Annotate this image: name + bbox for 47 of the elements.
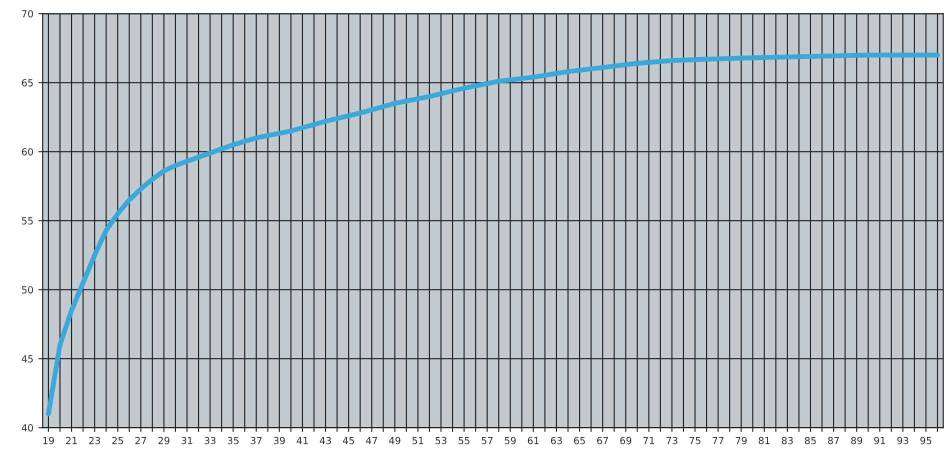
x-tick-label: 63 — [550, 436, 562, 444]
x-tick-label: 75 — [690, 437, 700, 444]
x-tick-label: 29 — [158, 436, 170, 444]
x-tick-label: 77 — [712, 437, 724, 444]
y-tick-label: 60 — [22, 148, 33, 156]
x-tick-label: 61 — [528, 436, 539, 444]
x-tick-label: 49 — [389, 436, 400, 444]
x-tick-label: 95 — [920, 436, 932, 444]
y-tick-label: 45 — [22, 355, 33, 363]
x-tick-label: 41 — [296, 437, 308, 444]
x-tick-label: 43 — [320, 436, 331, 444]
x-tick-label: 21 — [66, 436, 77, 444]
x-tick-label: 25 — [112, 436, 124, 444]
x-tick-label: 69 — [620, 436, 632, 444]
x-tick-label: 71 — [643, 437, 654, 444]
y-tick-label: 55 — [22, 217, 33, 225]
y-tick-label: 70 — [22, 10, 33, 18]
x-tick-label: 93 — [897, 436, 908, 444]
x-tick-label: 35 — [228, 436, 239, 444]
x-tick-label: 65 — [574, 436, 585, 444]
x-tick-label: 39 — [274, 436, 285, 444]
y-tick-label: 40 — [22, 424, 33, 432]
x-tick-label: 27 — [135, 436, 146, 444]
y-tick-label: 50 — [22, 286, 33, 294]
x-tick-label: 31 — [182, 436, 192, 444]
y-tick-label: 65 — [22, 79, 33, 86]
x-tick-label: 51 — [412, 437, 424, 444]
line-series — [46, 52, 940, 416]
x-tick-label: 81 — [758, 436, 770, 444]
x-tick-label: 37 — [250, 436, 262, 444]
x-tick-label: 53 — [436, 436, 446, 444]
x-tick-label: 73 — [666, 436, 678, 444]
x-tick-label: 79 — [736, 436, 747, 444]
x-tick-label: 67 — [597, 436, 608, 444]
x-tick-label: 57 — [482, 437, 493, 444]
x-tick-label: 83 — [782, 436, 793, 444]
x-tick-label: 23 — [89, 436, 100, 444]
x-tick-label: 87 — [828, 436, 839, 444]
x-tick-label: 91 — [874, 436, 886, 444]
x-tick-label: 45 — [342, 437, 354, 444]
x-tick-label: 85 — [804, 436, 816, 444]
x-tick-label: 55 — [458, 437, 470, 444]
x-tick-label: 47 — [366, 437, 378, 444]
x-tick-label: 19 — [43, 436, 54, 444]
x-tick-label: 33 — [204, 436, 216, 444]
x-tick-label: 89 — [851, 436, 862, 444]
x-tick-label: 59 — [504, 436, 516, 444]
